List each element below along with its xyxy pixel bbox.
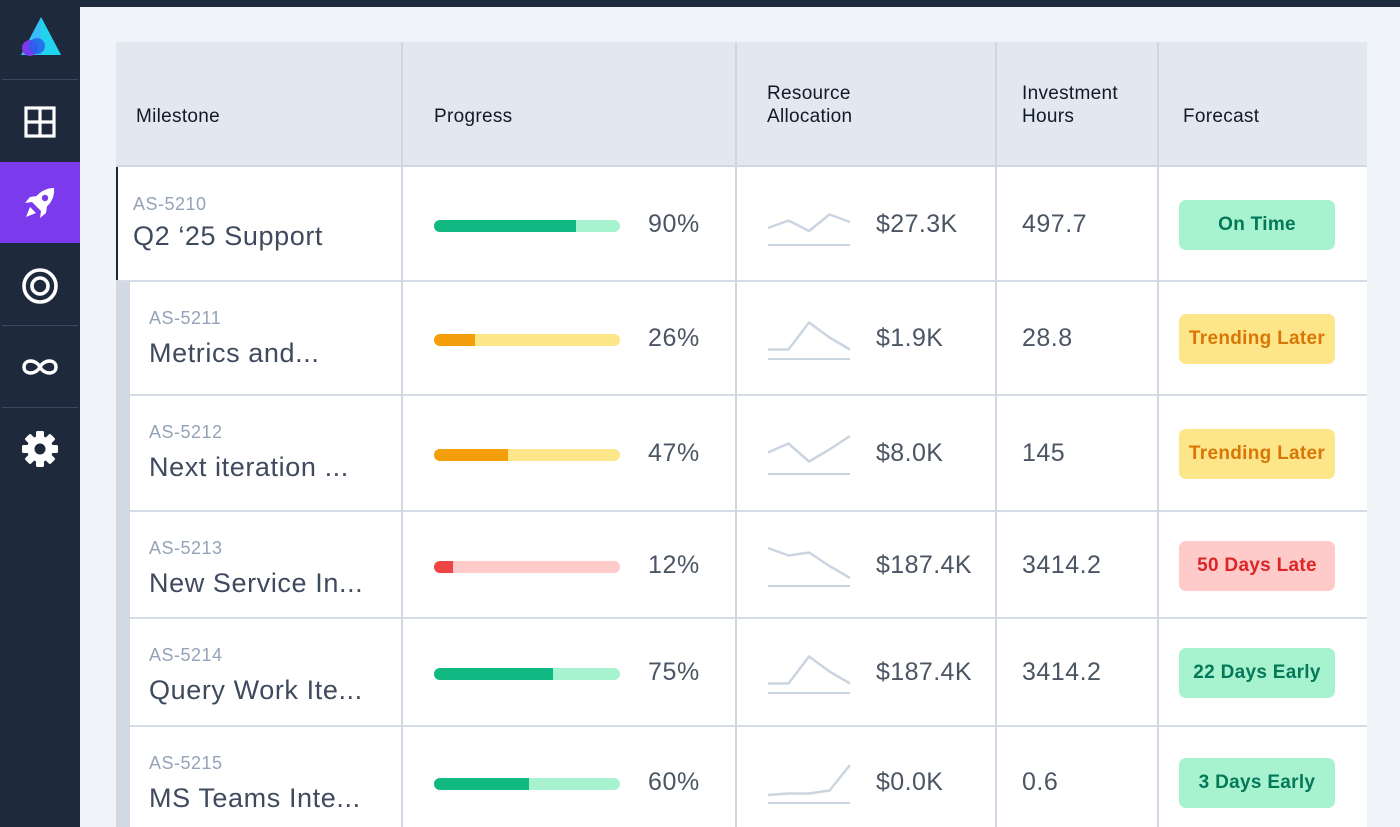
forecast-badge[interactable]: Trending Later xyxy=(1179,314,1335,364)
progress-bar-fill xyxy=(434,334,476,346)
milestone-id: AS-5212 xyxy=(149,422,223,442)
table-row[interactable]: AS-5211 Metrics and... 26% $1.9K 28.8 Tr… xyxy=(116,282,1367,396)
target-icon xyxy=(20,266,60,306)
table-row[interactable]: AS-5213 New Service In... 12% $187.4K 34… xyxy=(116,512,1367,619)
progress-bar xyxy=(434,334,620,346)
sparkline-chart xyxy=(767,546,851,587)
milestone-table: Milestone Progress Resource Allocation In… xyxy=(116,42,1367,827)
resource-amount: $0.0K xyxy=(876,768,944,796)
sparkline-chart xyxy=(767,434,851,475)
sparkline-chart xyxy=(768,321,851,360)
progress-bar-fill xyxy=(434,778,529,790)
progress-bar-fill xyxy=(434,220,577,232)
milestone-name[interactable]: MS Teams Inte... xyxy=(149,783,361,813)
progress-percent: 90% xyxy=(648,210,700,238)
gear-icon xyxy=(21,430,59,468)
forecast-badge[interactable]: 50 Days Late xyxy=(1179,541,1335,591)
sparkline-line xyxy=(767,764,851,797)
sparkline-chart xyxy=(767,213,851,246)
sidebar-item-goals[interactable] xyxy=(0,245,80,326)
progress-bar-fill xyxy=(434,668,553,680)
investment-hours: 3414.2 xyxy=(1022,551,1102,579)
sparkline-line xyxy=(768,655,851,685)
sidebar-divider xyxy=(2,79,78,80)
progress-bar-fill xyxy=(434,561,453,573)
resource-amount: $1.9K xyxy=(876,324,944,352)
triangle-logo-icon[interactable] xyxy=(0,0,80,80)
forecast-badge[interactable]: Trending Later xyxy=(1179,429,1335,479)
progress-bar xyxy=(434,668,620,680)
sparkline-line xyxy=(767,213,851,233)
progress-bar xyxy=(434,561,620,573)
progress-percent: 26% xyxy=(648,324,700,352)
progress-percent: 75% xyxy=(648,658,700,686)
sidebar-divider xyxy=(2,325,78,326)
forecast-badge[interactable]: On Time xyxy=(1179,200,1335,250)
milestone-id: AS-5213 xyxy=(149,538,223,558)
milestone-name[interactable]: Next iteration ... xyxy=(149,452,349,482)
resource-amount: $8.0K xyxy=(876,439,944,467)
grid-icon xyxy=(24,105,56,138)
table-row[interactable]: AS-5210 Q2 ‘25 Support 90% $27.3K 497.7 … xyxy=(116,167,1367,282)
resource-amount: $27.3K xyxy=(876,210,958,238)
investment-hours: 497.7 xyxy=(1022,210,1088,238)
sparkline-chart xyxy=(768,655,851,694)
progress-bar-fill xyxy=(434,449,509,461)
table-row[interactable]: AS-5214 Query Work Ite... 75% $187.4K 34… xyxy=(116,619,1367,727)
table-row[interactable]: AS-5212 Next iteration ... 47% $8.0K 145… xyxy=(116,396,1367,512)
milestone-id: AS-5211 xyxy=(149,308,222,328)
rocket-icon xyxy=(20,183,60,223)
header-milestone[interactable]: Milestone xyxy=(136,106,221,127)
forecast-badge[interactable]: 22 Days Early xyxy=(1179,648,1335,698)
resource-amount: $187.4K xyxy=(876,551,972,579)
progress-bar xyxy=(434,220,620,232)
resource-amount: $187.4K xyxy=(876,658,972,686)
milestone-name[interactable]: Query Work Ite... xyxy=(149,675,363,705)
sidebar-item-integrations[interactable] xyxy=(0,326,80,407)
investment-hours: 0.6 xyxy=(1022,768,1059,796)
progress-percent: 60% xyxy=(648,768,700,796)
column-divider xyxy=(401,42,403,827)
milestone-name[interactable]: Metrics and... xyxy=(149,338,320,368)
header-progress[interactable]: Progress xyxy=(434,106,513,127)
milestone-id: AS-5214 xyxy=(149,645,223,665)
header-resource-allocation[interactable]: Resource Allocation xyxy=(767,83,853,127)
sparkline-line xyxy=(767,434,851,463)
sparkline-chart xyxy=(767,764,851,804)
sidebar xyxy=(0,0,80,827)
investment-hours: 28.8 xyxy=(1022,324,1073,352)
sidebar-item-settings[interactable] xyxy=(0,408,80,489)
sidebar-item-launch[interactable] xyxy=(0,162,80,243)
table-header: Milestone Progress Resource Allocation In… xyxy=(116,42,1367,167)
selected-row-marker xyxy=(116,167,118,280)
sparkline-line xyxy=(767,546,851,580)
infinity-icon xyxy=(18,352,62,382)
sidebar-item-dashboard[interactable] xyxy=(0,81,80,162)
milestone-id: AS-5215 xyxy=(149,753,223,773)
column-divider xyxy=(1157,42,1159,827)
forecast-badge[interactable]: 3 Days Early xyxy=(1179,758,1335,808)
progress-bar xyxy=(434,778,620,790)
progress-bar xyxy=(434,449,620,461)
progress-percent: 47% xyxy=(648,439,700,467)
hierarchy-indent-bar xyxy=(116,282,130,827)
sidebar-divider xyxy=(2,407,78,408)
column-divider xyxy=(735,42,737,827)
top-bar xyxy=(0,0,1400,7)
column-divider xyxy=(995,42,997,827)
header-forecast[interactable]: Forecast xyxy=(1183,106,1260,127)
sparkline-line xyxy=(768,321,851,351)
milestone-id: AS-5210 xyxy=(133,194,207,214)
milestone-name[interactable]: New Service In... xyxy=(149,568,364,598)
investment-hours: 3414.2 xyxy=(1022,658,1102,686)
progress-percent: 12% xyxy=(648,551,700,579)
header-investment-hours[interactable]: Investment Hours xyxy=(1022,83,1118,127)
milestone-name[interactable]: Q2 ‘25 Support xyxy=(133,221,324,251)
table-row[interactable]: AS-5215 MS Teams Inte... 60% $0.0K 0.6 3… xyxy=(116,727,1367,827)
investment-hours: 145 xyxy=(1022,439,1066,467)
